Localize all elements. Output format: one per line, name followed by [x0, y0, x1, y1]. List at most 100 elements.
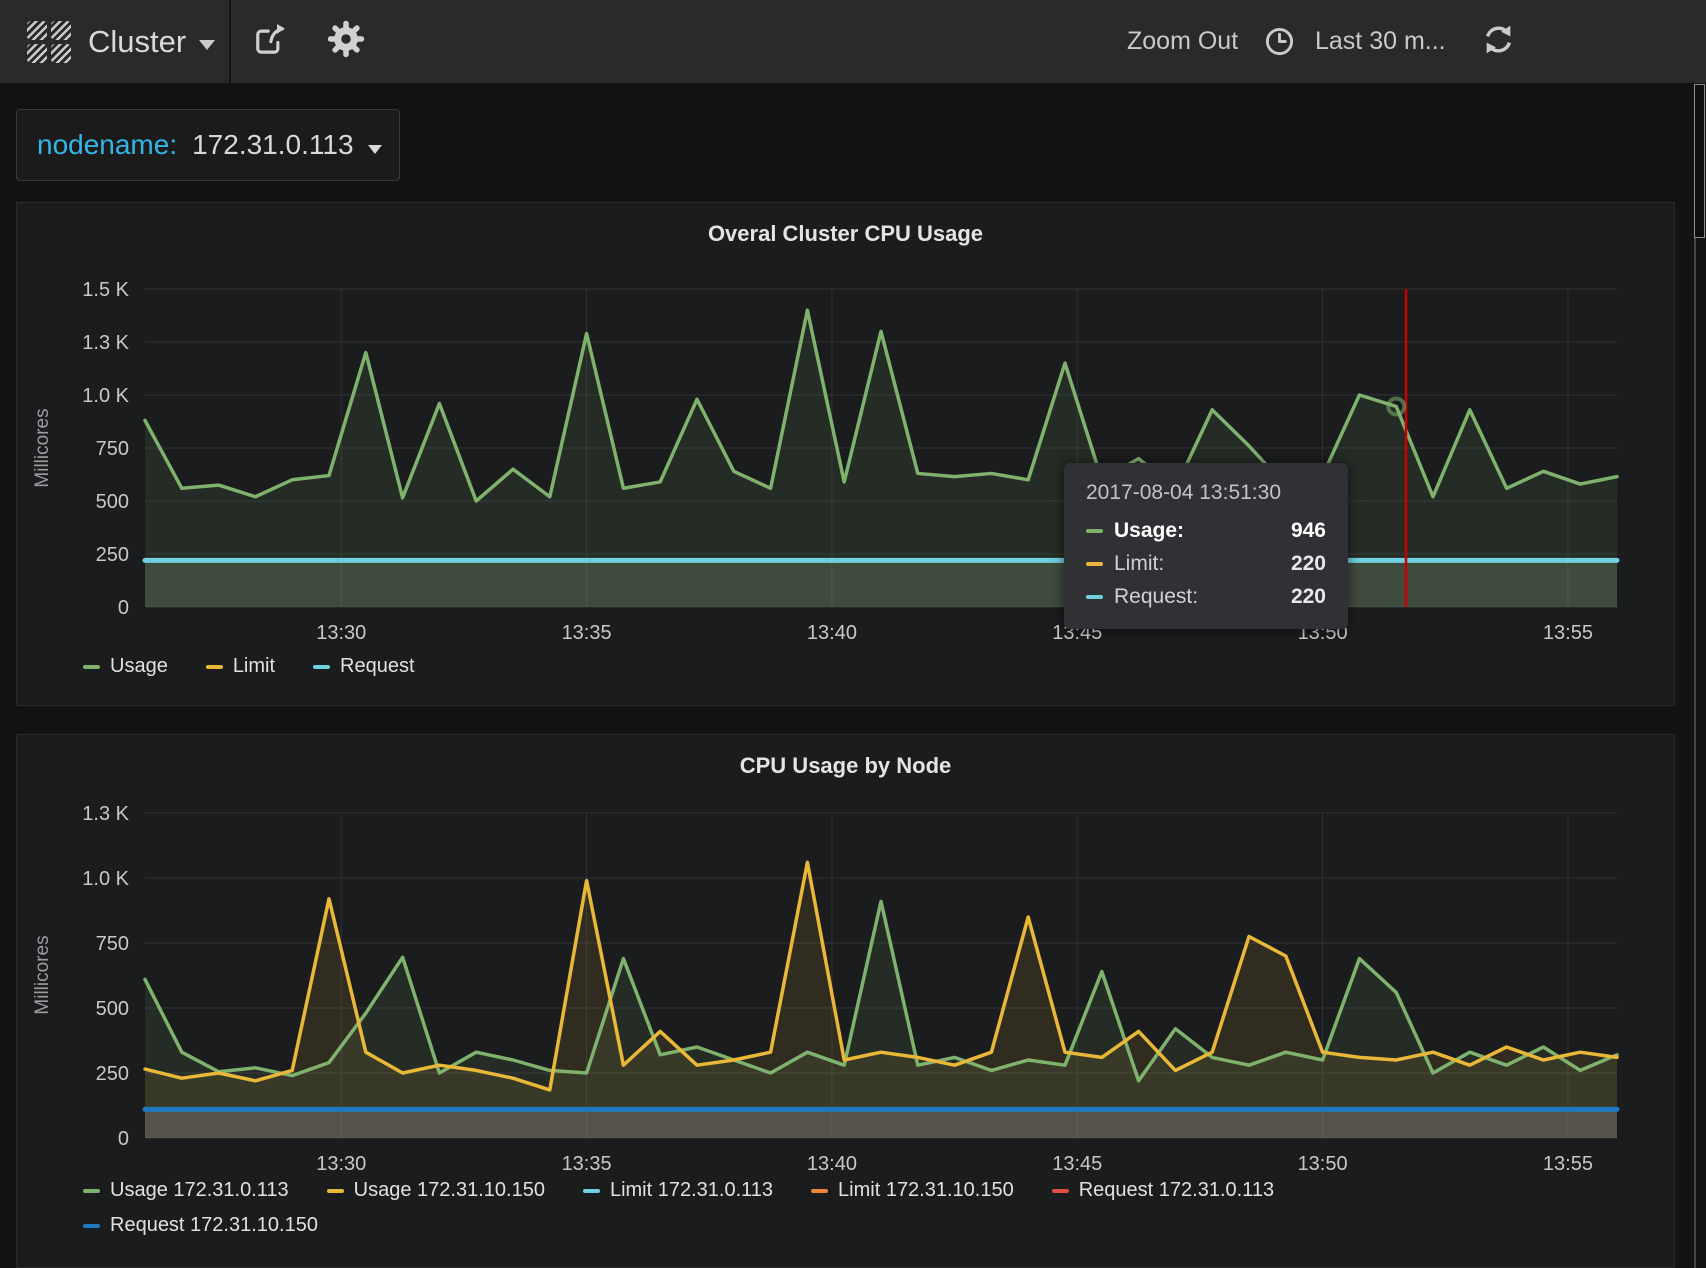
tooltip-series-value: 220 — [1290, 585, 1326, 608]
legend-item[interactable]: Request 172.31.10.150 — [83, 1214, 318, 1237]
legend-color-icon — [83, 1223, 100, 1228]
scrollbar-track[interactable] — [1694, 84, 1696, 1268]
dashboard-picker[interactable]: Cluster — [0, 0, 231, 83]
y-tick-label: 1.3 K — [82, 803, 129, 825]
hover-point-ring — [1386, 396, 1407, 417]
panel-cpu-usage-by-node: CPU Usage by Node Millicores 0 250 500 750 1… — [16, 734, 1675, 1268]
tooltip-series-color-icon — [1086, 529, 1103, 533]
logo-tile — [27, 43, 47, 63]
series-line — [143, 899, 1619, 1083]
chevron-down-icon — [199, 39, 216, 50]
legend-item[interactable]: Usage 172.31.0.113 — [83, 1179, 289, 1202]
y-tick-label: 750 — [96, 438, 129, 460]
time-range-label: Last 30 m... — [1315, 27, 1446, 55]
legend-item[interactable]: Limit 172.31.10.150 — [811, 1179, 1014, 1202]
legend-item[interactable]: Limit 172.31.0.113 — [582, 1179, 774, 1202]
y-tick-label: 250 — [96, 544, 129, 566]
logo-tile — [51, 43, 71, 63]
variable-value: 172.31.0.113 — [192, 129, 354, 160]
cluster-cpu-usage-chart[interactable]: 0 250 500 750 1.0 K 1.3 K 1.5 K 13:30 13:35 13:40… — [17, 203, 1674, 705]
legend-label: Limit — [232, 655, 276, 677]
legend-label: Request — [340, 655, 415, 677]
legend-color-icon — [313, 664, 331, 669]
variable-label: nodename: — [37, 129, 178, 160]
tooltip-series-label: Request: — [1114, 585, 1199, 608]
x-tick-label: 13:35 — [562, 1153, 612, 1175]
zoom-out-button[interactable]: Zoom Out — [1127, 0, 1238, 83]
y-tick-label: 0 — [118, 597, 129, 619]
clock-icon — [1264, 26, 1305, 57]
y-tick-label: 1.3 K — [82, 332, 129, 354]
legend-label: Usage — [110, 655, 168, 677]
share-button[interactable] — [238, 0, 302, 83]
legend-color-icon — [811, 1188, 829, 1193]
tooltip-series-row: Usage: 946 — [1086, 519, 1326, 543]
scrollbar-thumb[interactable] — [1694, 84, 1705, 238]
x-tick-label: 13:55 — [1543, 622, 1593, 644]
series-fill — [145, 1109, 1617, 1138]
chart-legend: Usage 172.31.0.113 Usage 172.31.10.150 Lim… — [83, 1179, 1312, 1249]
panel-title[interactable]: Overal Cluster CPU Usage — [707, 221, 984, 246]
y-tick-label: 750 — [96, 933, 129, 955]
nodename-variable-dropdown[interactable]: nodename: 172.31.0.113 — [16, 109, 400, 181]
legend-item[interactable]: Usage — [83, 655, 168, 678]
legend-color-icon — [1051, 1188, 1069, 1193]
x-tick-label: 13:40 — [807, 1153, 857, 1175]
tooltip-series-value: 946 — [1290, 519, 1326, 542]
cpu-usage-by-node-chart[interactable]: 0 250 500 750 1.0 K 1.3 K 13:30 13:35 13:40 13:45… — [17, 735, 1674, 1267]
series-fill — [145, 560, 1617, 607]
x-tick-label: 13:35 — [562, 622, 612, 644]
x-tick-label: 13:45 — [1052, 1153, 1102, 1175]
tooltip-series-label: Limit: — [1114, 552, 1165, 575]
chevron-down-icon — [367, 144, 382, 154]
legend-label: Usage 172.31.10.150 — [353, 1179, 545, 1201]
tooltip-series-color-icon — [1086, 562, 1103, 566]
legend-label: Request 172.31.10.150 — [110, 1214, 318, 1236]
legend-label: Usage 172.31.0.113 — [110, 1179, 289, 1201]
chart-legend: Usage Limit Request — [83, 655, 453, 690]
legend-color-icon — [83, 664, 100, 669]
share-icon — [249, 18, 291, 65]
tooltip-series-color-icon — [1086, 595, 1103, 599]
legend-color-icon — [83, 1188, 100, 1193]
tooltip-series-label: Usage: — [1114, 519, 1185, 542]
logo-tile — [51, 20, 71, 40]
series-line — [143, 308, 1619, 503]
y-tick-label: 500 — [96, 491, 129, 513]
x-tick-label: 13:50 — [1298, 1153, 1348, 1175]
graph-hover-tooltip: 2017-08-04 13:51:30 Usage: 946 Limit: 220 Re… — [1064, 463, 1348, 629]
legend-item[interactable]: Limit — [205, 655, 276, 678]
x-tick-label: 13:30 — [316, 1153, 366, 1175]
series-line — [143, 860, 1619, 1092]
legend-item[interactable]: Request 172.31.0.113 — [1051, 1179, 1275, 1202]
series-fill — [145, 1109, 1617, 1138]
legend-item[interactable]: Usage 172.31.10.150 — [326, 1179, 545, 1202]
y-tick-label: 250 — [96, 1063, 129, 1085]
zoom-out-label: Zoom Out — [1127, 27, 1239, 55]
gear-icon — [326, 19, 366, 64]
legend-label: Limit 172.31.0.113 — [609, 1179, 774, 1201]
y-tick-label: 1.5 K — [82, 279, 129, 301]
refresh-button[interactable] — [1466, 0, 1530, 83]
series-fill — [145, 862, 1617, 1138]
dashboard-title: Cluster — [88, 23, 187, 59]
grafana-logo-icon[interactable] — [27, 20, 71, 63]
y-tick-label: 500 — [96, 998, 129, 1020]
legend-color-icon — [205, 664, 223, 669]
legend-label: Request 172.31.0.113 — [1078, 1179, 1275, 1201]
panel-title[interactable]: CPU Usage by Node — [739, 753, 952, 778]
legend-color-icon — [582, 1188, 600, 1193]
x-tick-label: 13:30 — [316, 622, 366, 644]
navbar: Cluster — [0, 0, 1706, 83]
legend-label: Limit 172.31.10.150 — [838, 1179, 1014, 1201]
legend-item[interactable]: Request — [313, 655, 415, 678]
y-tick-label: 0 — [118, 1128, 129, 1150]
legend-color-icon — [326, 1188, 344, 1193]
tooltip-series-row: Request: 220 — [1086, 585, 1326, 609]
series-fill — [145, 1109, 1617, 1138]
tooltip-series-row: Limit: 220 — [1086, 552, 1326, 576]
y-tick-label: 1.0 K — [82, 868, 129, 890]
time-picker-button[interactable]: Last 30 m... — [1264, 0, 1446, 83]
dashboard-settings-button[interactable] — [314, 0, 378, 83]
dashboard-title-dropdown[interactable]: Cluster — [88, 23, 216, 60]
